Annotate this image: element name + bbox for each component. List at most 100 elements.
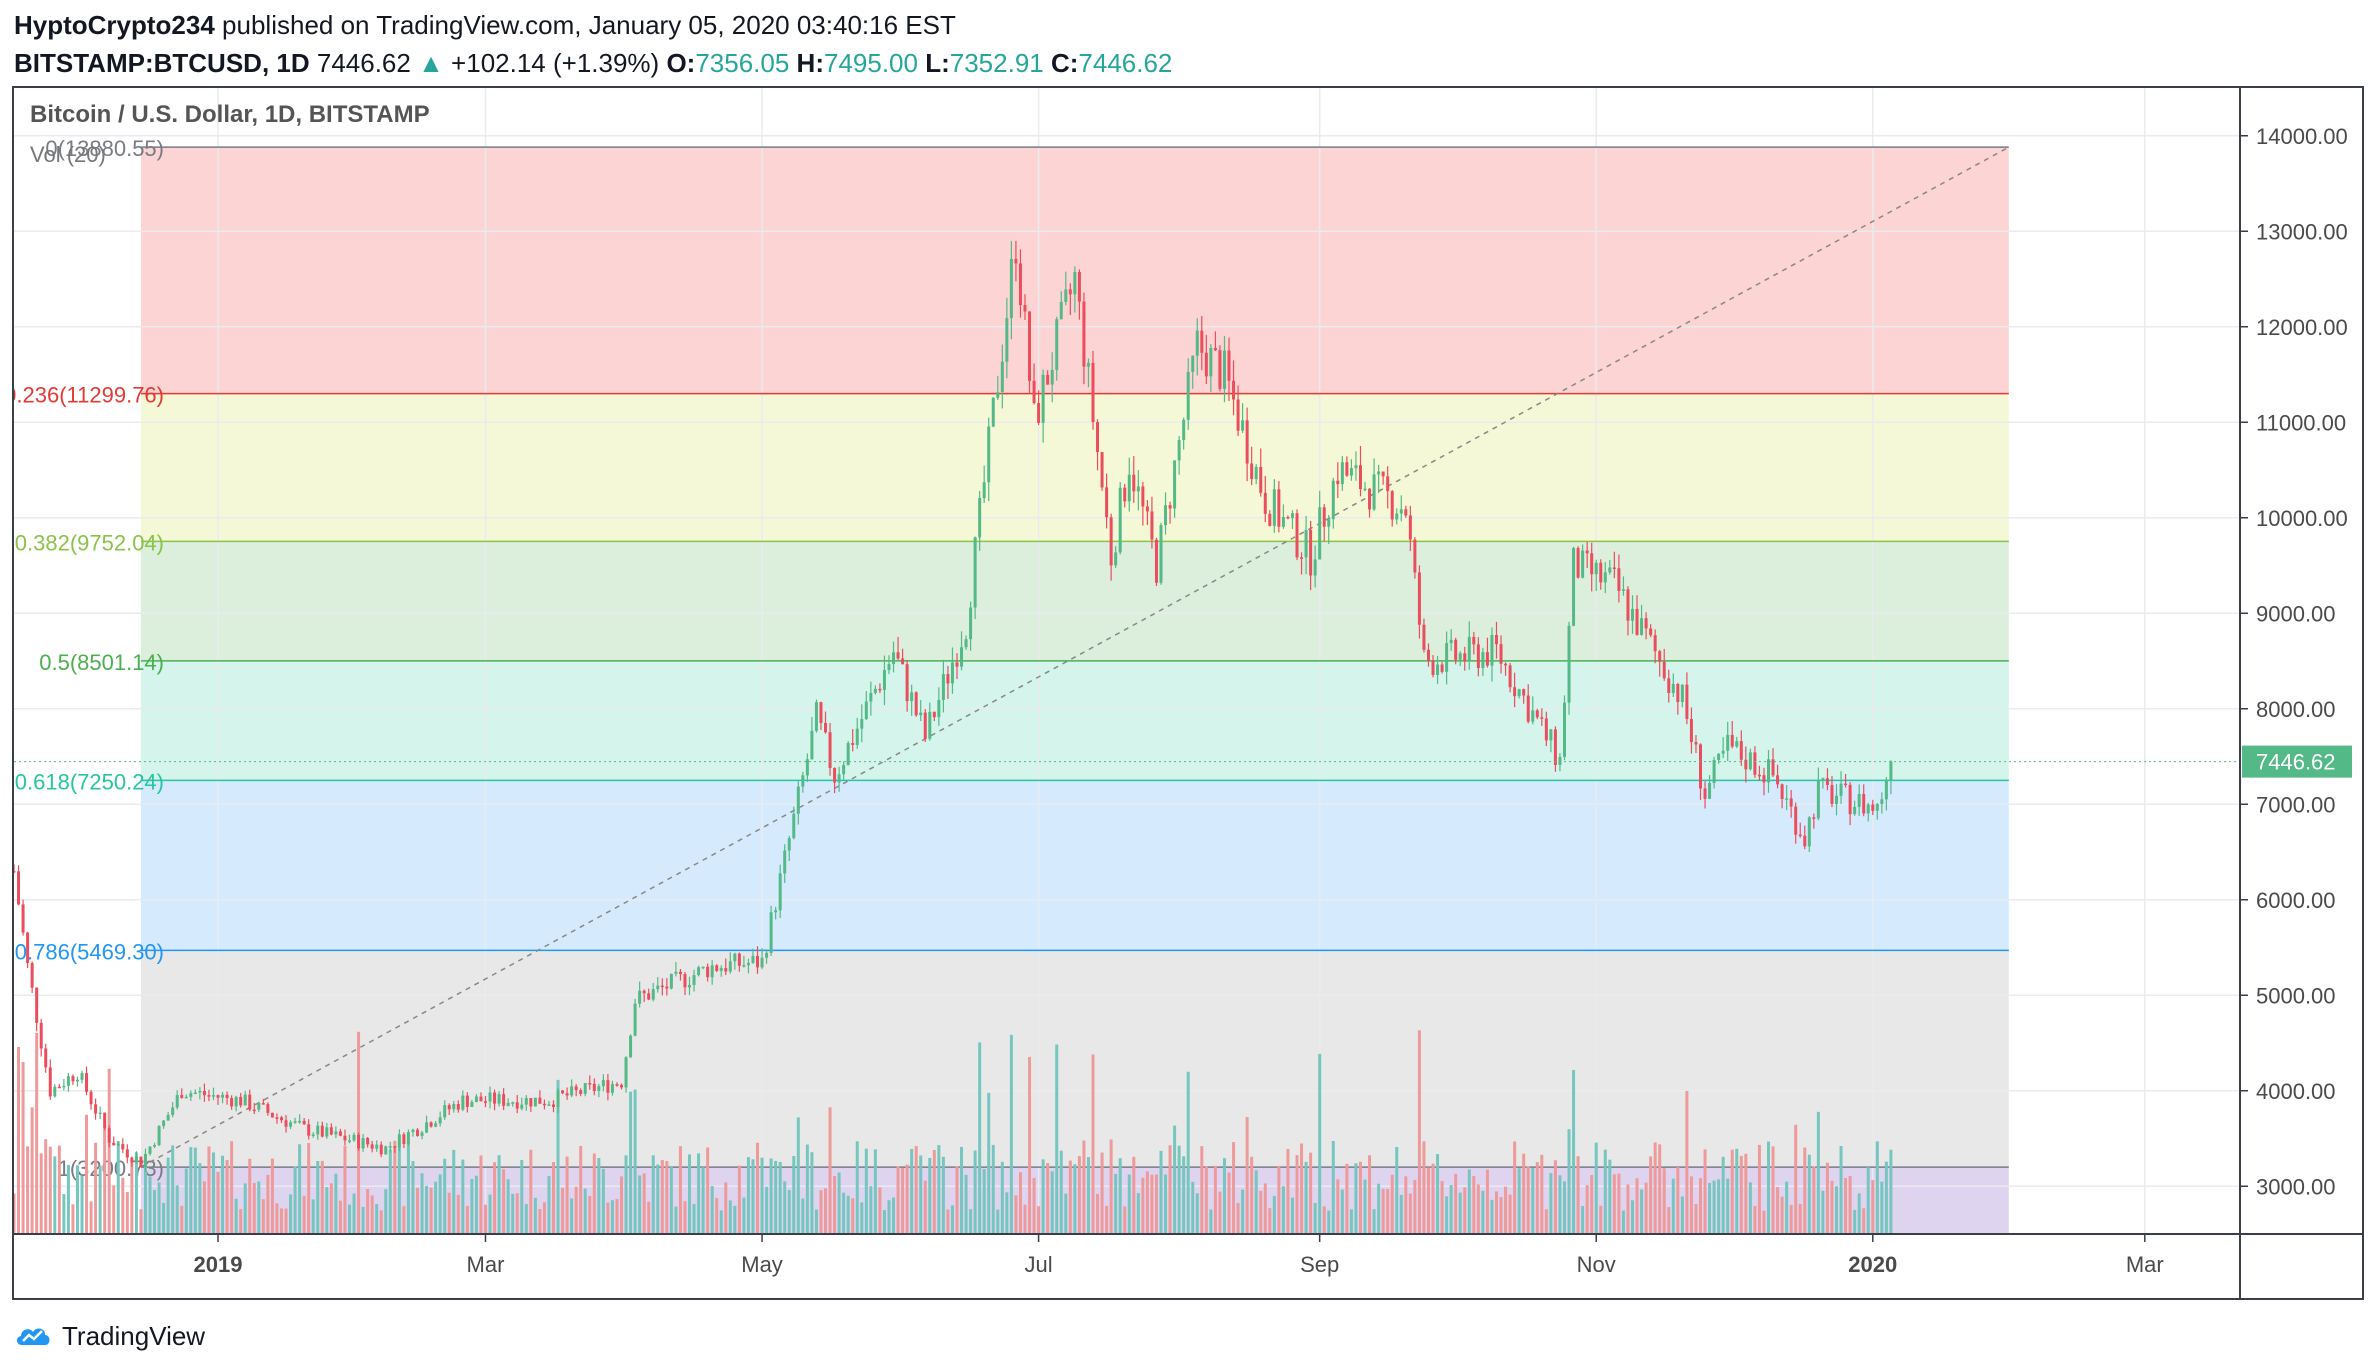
candle-body — [307, 1124, 311, 1136]
volume-bar — [1585, 1185, 1589, 1234]
last-price-value: 7446.62 — [316, 48, 411, 78]
volume-bar — [1440, 1181, 1444, 1234]
volume-bar — [1041, 1159, 1045, 1234]
candle-body — [1213, 347, 1217, 351]
volume-bar — [855, 1141, 859, 1234]
candle-body — [1150, 511, 1154, 540]
price-chart[interactable]: 0(13880.55) 0.236(11299.76) 0.382(9752.04)… — [14, 88, 2362, 1298]
volume-bar — [1658, 1144, 1662, 1234]
volume-bar — [1436, 1154, 1440, 1234]
candle-body — [320, 1125, 324, 1137]
volume-bar — [1363, 1179, 1367, 1234]
candle-body — [275, 1117, 279, 1119]
volume-bar — [148, 1176, 152, 1234]
candle-body — [601, 1080, 605, 1087]
volume-bar — [1744, 1153, 1748, 1234]
volume-bar — [1630, 1200, 1634, 1234]
candle-body — [710, 965, 714, 978]
candle-body — [1037, 403, 1041, 423]
volume-bar — [338, 1200, 342, 1234]
candle-body — [846, 743, 850, 766]
candle-body — [375, 1144, 379, 1149]
candle-body — [551, 1104, 555, 1108]
volume-bar — [1227, 1172, 1231, 1234]
candle-body — [1866, 804, 1870, 814]
volume-bar — [1077, 1156, 1081, 1234]
candle-body — [35, 987, 39, 1023]
volume-bar — [515, 1193, 519, 1234]
volume-bar — [1694, 1204, 1698, 1234]
author-name[interactable]: HyptoCrypto234 — [14, 10, 215, 40]
volume-bar — [882, 1210, 886, 1234]
candle-body — [1621, 589, 1625, 591]
volume-bar — [347, 1204, 351, 1234]
candle-body — [30, 963, 34, 988]
chart-frame[interactable]: 0(13880.55) 0.236(11299.76) 0.382(9752.04)… — [12, 86, 2364, 1300]
candle-body — [864, 701, 868, 720]
candle-body — [706, 966, 710, 978]
volume-bar — [1005, 1192, 1009, 1234]
volume-bar — [878, 1187, 882, 1234]
candle-body — [1445, 643, 1449, 672]
volume-bar — [792, 1155, 796, 1234]
candle-body — [728, 961, 732, 972]
volume-bar — [1245, 1117, 1249, 1234]
volume-bar — [1236, 1202, 1240, 1234]
candle-body — [48, 1067, 52, 1097]
volume-bar — [756, 1142, 760, 1234]
candle-body — [1472, 636, 1476, 645]
volume-bar — [914, 1146, 918, 1234]
candle-body — [1531, 710, 1535, 722]
volume-bar — [624, 1155, 628, 1234]
time-tick-label: Mar — [467, 1252, 505, 1277]
candle-body — [148, 1146, 152, 1154]
tradingview-logo[interactable]: TradingView — [14, 1316, 205, 1356]
last-price-tag — [2242, 745, 2352, 778]
volume-bar — [851, 1198, 855, 1234]
candle-body — [1077, 272, 1081, 302]
volume-bar — [991, 1144, 995, 1234]
volume-bar — [1141, 1177, 1145, 1234]
volume-bar — [1086, 1157, 1090, 1234]
time-tick-label: Nov — [1577, 1252, 1616, 1277]
volume-bar — [1667, 1207, 1671, 1234]
volume-bar — [746, 1157, 750, 1234]
candle-body — [1009, 258, 1013, 319]
candle-body — [1286, 517, 1290, 519]
candle-body — [1331, 480, 1335, 520]
volume-bar — [1426, 1167, 1430, 1234]
volume-bar — [1213, 1165, 1217, 1234]
candle-body — [1875, 803, 1879, 811]
volume-bar — [1059, 1150, 1063, 1234]
candle-body — [57, 1086, 61, 1089]
candle-body — [1309, 529, 1313, 576]
volume-bar — [588, 1195, 592, 1234]
candle-body — [1059, 301, 1063, 320]
volume-bar — [1304, 1161, 1308, 1234]
volume-bar — [171, 1145, 175, 1234]
volume-bar — [1708, 1183, 1712, 1234]
volume-bar — [26, 1146, 30, 1234]
candle-body — [1889, 761, 1893, 781]
candle-body — [1562, 702, 1566, 757]
candle-body — [1599, 562, 1603, 583]
candle-body — [266, 1104, 270, 1113]
volume-bar — [946, 1209, 950, 1234]
volume-bar — [153, 1189, 157, 1234]
candle-body — [1717, 753, 1721, 760]
candle-body — [1689, 719, 1693, 743]
candle-body — [388, 1146, 392, 1148]
volume-bar — [447, 1192, 451, 1234]
candle-body — [1463, 653, 1467, 662]
volume-bar — [316, 1160, 320, 1234]
candle-body — [678, 971, 682, 975]
volume-bar — [162, 1202, 166, 1234]
volume-bar — [234, 1198, 238, 1234]
candle-body — [937, 699, 941, 718]
volume-bar — [279, 1208, 283, 1234]
volume-bar — [638, 1175, 642, 1234]
volume-bar — [1100, 1152, 1104, 1234]
candle-body — [1222, 350, 1226, 389]
candle-body — [719, 968, 723, 971]
volume-bar — [1857, 1193, 1861, 1234]
